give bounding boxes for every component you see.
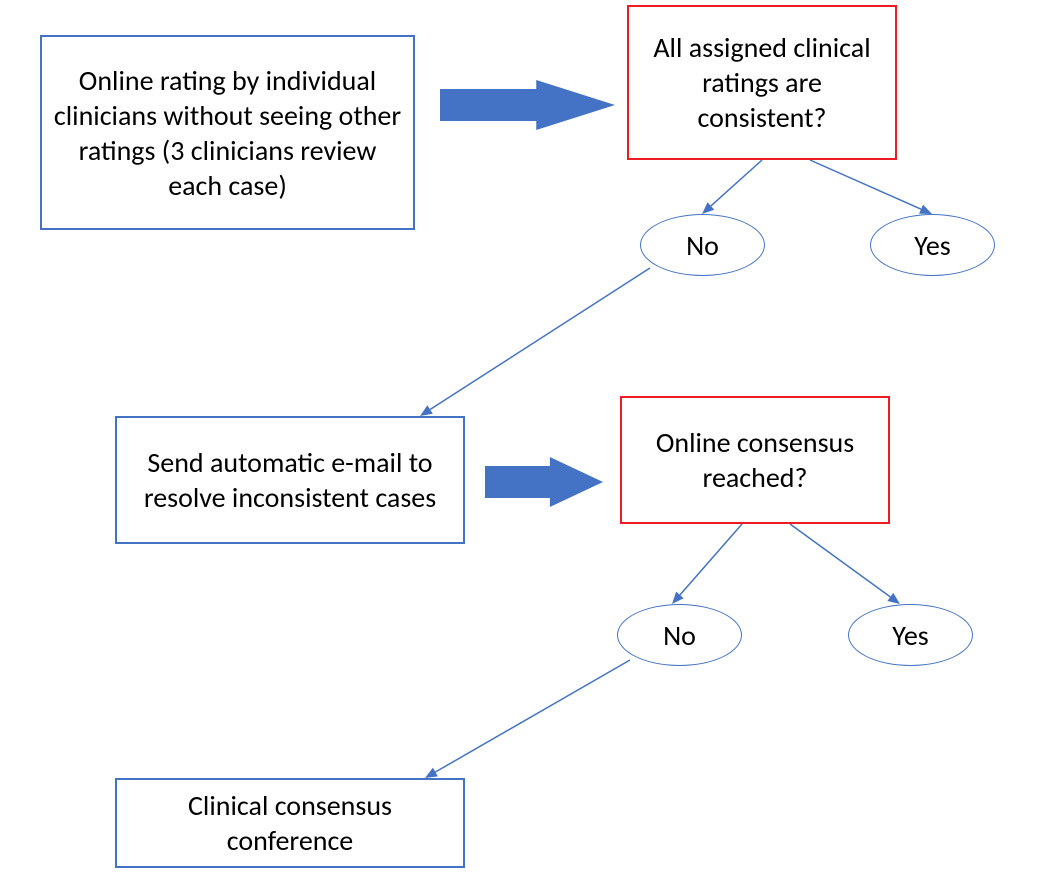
node-label: Yes (892, 618, 929, 653)
block-arrow-icon (440, 80, 615, 130)
process-online-rating: Online rating by individual clinicians w… (40, 35, 415, 230)
connector-line (435, 660, 630, 772)
arrowhead-icon (887, 593, 900, 604)
block-arrow-icon (485, 457, 603, 507)
decision-ratings-consistent: All assigned clinical ratings are consis… (627, 5, 897, 160)
connector-line (790, 524, 890, 597)
node-label: No (663, 618, 696, 653)
node-label: Online consensus reached? (632, 425, 878, 495)
arrowhead-icon (420, 405, 433, 416)
connector-line (810, 160, 921, 209)
process-send-email: Send automatic e-mail to resolve inconsi… (115, 416, 465, 544)
arrowhead-icon (702, 202, 714, 214)
decision-online-consensus: Online consensus reached? (620, 396, 890, 524)
branch-no-1: No (640, 214, 765, 276)
node-label: Online rating by individual clinicians w… (52, 63, 403, 203)
connector-line (680, 524, 742, 595)
arrowhead-icon (425, 768, 438, 778)
connector-line (430, 268, 650, 410)
branch-yes-2: Yes (848, 604, 973, 666)
arrowhead-icon (672, 592, 684, 604)
arrowhead-icon (919, 205, 932, 214)
node-label: Clinical consensus conference (127, 788, 453, 858)
node-label: No (686, 228, 719, 263)
connector-line (711, 160, 762, 206)
branch-yes-1: Yes (870, 214, 995, 276)
node-label: Yes (914, 228, 951, 263)
branch-no-2: No (617, 604, 742, 666)
node-label: All assigned clinical ratings are consis… (639, 30, 885, 135)
process-clinical-conference: Clinical consensus conference (115, 778, 465, 868)
node-label: Send automatic e-mail to resolve inconsi… (127, 445, 453, 515)
